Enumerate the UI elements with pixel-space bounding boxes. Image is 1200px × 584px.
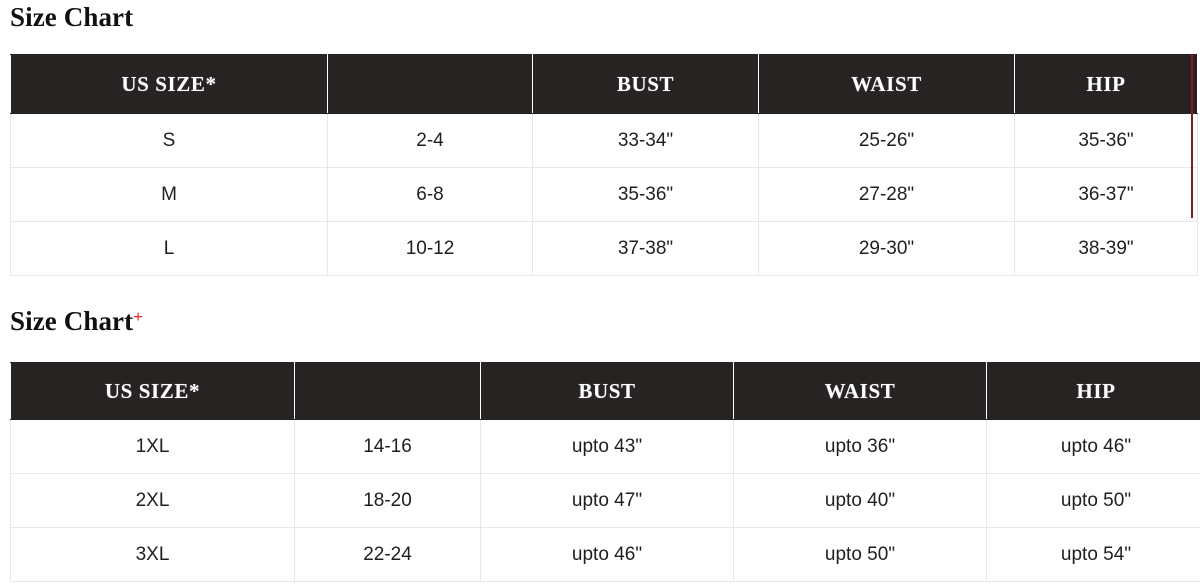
page-title-text: Size Chart: [10, 306, 134, 336]
cell-hip: 36-37": [1014, 167, 1198, 222]
table-row: 3XL 22-24 upto 46" upto 50" upto 54": [10, 527, 1200, 582]
column-header-bust: BUST: [480, 362, 734, 420]
column-header-blank: [327, 54, 533, 114]
column-header-us-size: US SIZE*: [10, 54, 328, 114]
cell-us-size: S: [10, 113, 328, 168]
cell-numeric-size: 22-24: [294, 527, 481, 582]
cell-hip: upto 54": [986, 527, 1200, 582]
cell-us-size: M: [10, 167, 328, 222]
table-header-row: US SIZE* BUST WAIST HIP: [10, 362, 1200, 420]
size-chart-table-standard: US SIZE* BUST WAIST HIP S 2-4 33-34" 25-…: [10, 54, 1198, 276]
cell-waist: upto 36": [733, 419, 987, 474]
cell-numeric-size: 2-4: [327, 113, 533, 168]
cell-waist: 27-28": [758, 167, 1015, 222]
column-header-waist: WAIST: [758, 54, 1015, 114]
page-title-size-chart-plus: Size Chart+: [0, 308, 143, 335]
size-chart-table-plus: US SIZE* BUST WAIST HIP 1XL 14-16 upto 4…: [10, 362, 1200, 582]
cell-bust: upto 43": [480, 419, 734, 474]
page-title-size-chart: Size Chart: [0, 4, 133, 31]
table-header-row: US SIZE* BUST WAIST HIP: [10, 54, 1198, 114]
cell-us-size: 3XL: [10, 527, 295, 582]
table-body: S 2-4 33-34" 25-26" 35-36" M 6-8 35-36" …: [10, 113, 1198, 276]
cell-us-size: 2XL: [10, 473, 295, 528]
table-header: US SIZE* BUST WAIST HIP: [10, 362, 1200, 420]
cell-hip: 38-39": [1014, 221, 1198, 276]
column-header-bust: BUST: [532, 54, 759, 114]
cell-numeric-size: 18-20: [294, 473, 481, 528]
cell-numeric-size: 6-8: [327, 167, 533, 222]
cell-hip: upto 50": [986, 473, 1200, 528]
cell-numeric-size: 14-16: [294, 419, 481, 474]
cell-bust: 37-38": [532, 221, 759, 276]
cell-waist: 29-30": [758, 221, 1015, 276]
cell-us-size: 1XL: [10, 419, 295, 474]
table-row: M 6-8 35-36" 27-28" 36-37": [10, 167, 1198, 222]
cell-bust: upto 47": [480, 473, 734, 528]
cell-bust: upto 46": [480, 527, 734, 582]
cell-waist: upto 50": [733, 527, 987, 582]
table-row: 2XL 18-20 upto 47" upto 40" upto 50": [10, 473, 1200, 528]
column-header-hip: HIP: [1014, 54, 1198, 114]
column-header-waist: WAIST: [733, 362, 987, 420]
cell-hip: upto 46": [986, 419, 1200, 474]
cell-us-size: L: [10, 221, 328, 276]
column-header-us-size: US SIZE*: [10, 362, 295, 420]
cell-waist: upto 40": [733, 473, 987, 528]
table-row: L 10-12 37-38" 29-30" 38-39": [10, 221, 1198, 276]
plus-marker: +: [133, 307, 144, 326]
page-title-text: Size Chart: [10, 2, 134, 32]
column-header-hip: HIP: [986, 362, 1200, 420]
cell-bust: 33-34": [532, 113, 759, 168]
table-header: US SIZE* BUST WAIST HIP: [10, 54, 1198, 114]
cell-waist: 25-26": [758, 113, 1015, 168]
cell-numeric-size: 10-12: [327, 221, 533, 276]
table-right-edge-rule: [1191, 54, 1193, 218]
table-row: S 2-4 33-34" 25-26" 35-36": [10, 113, 1198, 168]
column-header-blank: [294, 362, 481, 420]
table-body: 1XL 14-16 upto 43" upto 36" upto 46" 2XL…: [10, 419, 1200, 582]
cell-bust: 35-36": [532, 167, 759, 222]
cell-hip: 35-36": [1014, 113, 1198, 168]
table-row: 1XL 14-16 upto 43" upto 36" upto 46": [10, 419, 1200, 474]
